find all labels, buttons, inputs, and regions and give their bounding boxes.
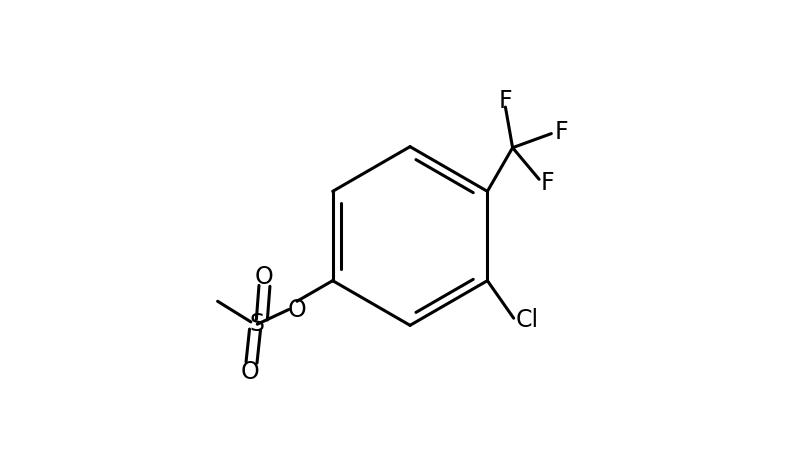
Text: S: S (250, 312, 265, 336)
Text: Cl: Cl (516, 309, 539, 332)
Text: F: F (541, 171, 554, 195)
Text: O: O (255, 265, 273, 289)
Text: O: O (241, 360, 259, 384)
Text: F: F (499, 89, 512, 113)
Text: F: F (555, 120, 568, 144)
Text: O: O (288, 297, 307, 321)
